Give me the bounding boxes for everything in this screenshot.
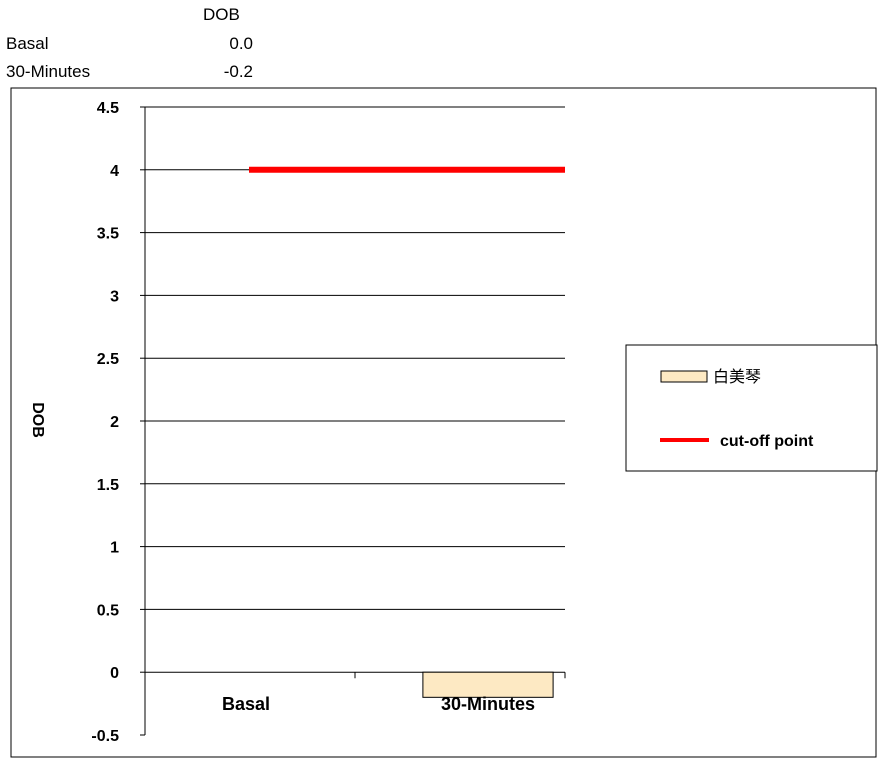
x-tick-label: 30-Minutes — [441, 694, 535, 714]
y-tick-label: 0 — [110, 665, 119, 682]
bar-series — [422, 671, 554, 698]
y-tick-label: 0.5 — [97, 602, 119, 619]
legend-box — [625, 344, 878, 472]
table-row-label: 30-Minutes — [6, 62, 91, 81]
y-tick-label: 4 — [110, 163, 119, 180]
y-tick-labels: 4.5 4 3.5 3 2.5 2 1.5 1 0.5 0 -0.5 — [91, 100, 119, 745]
legend-label-cutoff: cut-off point — [720, 433, 814, 450]
legend-label-series: 白美琴 — [713, 368, 761, 386]
y-tick-label: -0.5 — [91, 728, 119, 745]
y-axis-title: DOB — [29, 402, 46, 438]
x-tick-label: Basal — [222, 694, 270, 714]
y-tick-label: 4.5 — [97, 100, 119, 117]
gridlines — [140, 106, 565, 736]
y-tick-label: 3.5 — [97, 226, 119, 243]
table-row-value: -0.2 — [223, 62, 253, 81]
table-header: DOB — [203, 5, 240, 24]
legend: 白美琴 cut-off point — [625, 344, 878, 472]
y-tick-label: 2.5 — [97, 351, 119, 368]
x-tick-labels: Basal 30-Minutes — [222, 694, 535, 714]
legend-swatch-bar — [660, 370, 708, 383]
axes — [144, 107, 566, 735]
y-tick-label: 3 — [110, 288, 119, 305]
table-row-label: Basal — [6, 34, 49, 53]
table-row-value: 0.0 — [229, 34, 253, 53]
bar — [422, 671, 554, 698]
y-tick-label: 1 — [110, 540, 119, 557]
y-tick-label: 1.5 — [97, 477, 119, 494]
y-tick-label: 2 — [110, 414, 119, 431]
